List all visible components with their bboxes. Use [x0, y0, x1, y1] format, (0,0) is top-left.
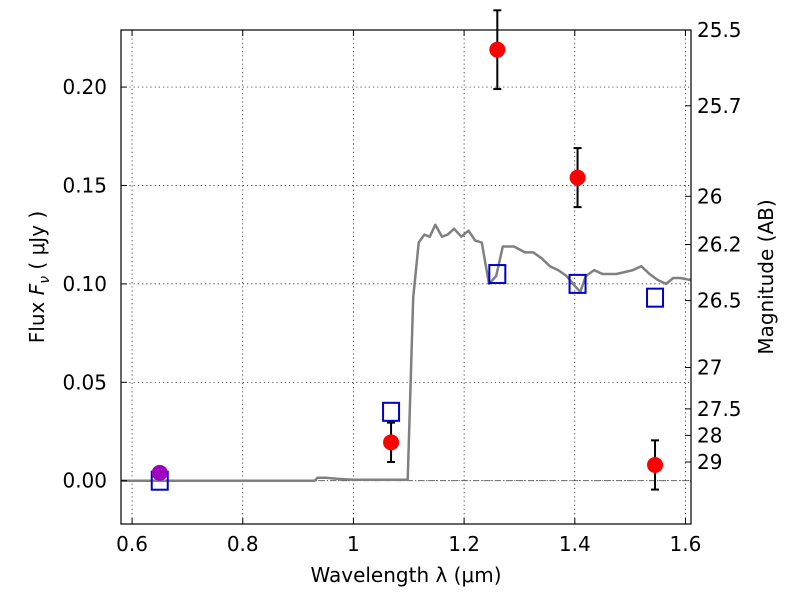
observed-flux-point [569, 169, 586, 186]
y-axis-label-subscript: ν [37, 276, 53, 284]
model-band-square [568, 273, 587, 294]
y2-tick-label: 26 [697, 184, 722, 208]
plot-frame [120, 29, 692, 525]
model-band-square [646, 287, 665, 308]
y2-axis-label: Magnitude (AB) [754, 199, 778, 354]
y-tick-label: 0.10 [62, 272, 107, 296]
model-sed-line [121, 223, 692, 482]
y-axis-label-prefix: Flux [25, 295, 49, 343]
observed-flux-point [489, 41, 506, 58]
y-tick-label: 0.15 [62, 173, 107, 197]
y2-tick-label: 25.5 [697, 18, 742, 42]
grid-layer [121, 30, 691, 524]
x-tick-label: 1.2 [448, 532, 480, 556]
x-tick-label: 1 [347, 532, 360, 556]
x-tick-label: 1.4 [559, 532, 591, 556]
x-tick-label: 1.6 [670, 532, 702, 556]
y2-tick-label: 27.5 [697, 397, 742, 421]
y2-tick-label: 27 [697, 356, 722, 380]
ticks-layer: 0.6 0.8 1 1.2 1.4 1.6 0.00 0.05 0.10 0.15 0.20 25.5… [62, 18, 741, 556]
y2-tick-label: 28 [697, 423, 722, 447]
y2-tick-label: 25.7 [697, 94, 742, 118]
y2-tick-label: 26.5 [697, 289, 742, 313]
observed-flux-point [647, 456, 664, 473]
x-tick-label: 0.8 [227, 532, 259, 556]
y2-tick-label: 26.2 [697, 233, 742, 257]
observed-flux-point [151, 464, 168, 481]
y2-tick-label: 29 [697, 450, 722, 474]
y-axis-label-symbol: F [25, 283, 49, 295]
model-band-square [488, 264, 507, 285]
observed-flux-point [383, 434, 400, 451]
y-axis-label: Flux Fν ( μJy ) [25, 211, 53, 343]
model-sed-layer [121, 223, 692, 482]
x-axis-label: Wavelength λ (μm) [310, 563, 501, 587]
x-tick-label: 0.6 [116, 532, 148, 556]
y-tick-label: 0.05 [62, 370, 107, 394]
data-points-layer [150, 9, 665, 491]
y-tick-label: 0.00 [62, 469, 107, 493]
y-tick-label: 0.20 [62, 75, 107, 99]
model-band-square [382, 401, 401, 422]
axis-labels-layer: Wavelength λ (μm) Flux Fν ( μJy ) Magnit… [25, 199, 778, 587]
y-axis-label-suffix: ( μJy ) [25, 211, 49, 276]
